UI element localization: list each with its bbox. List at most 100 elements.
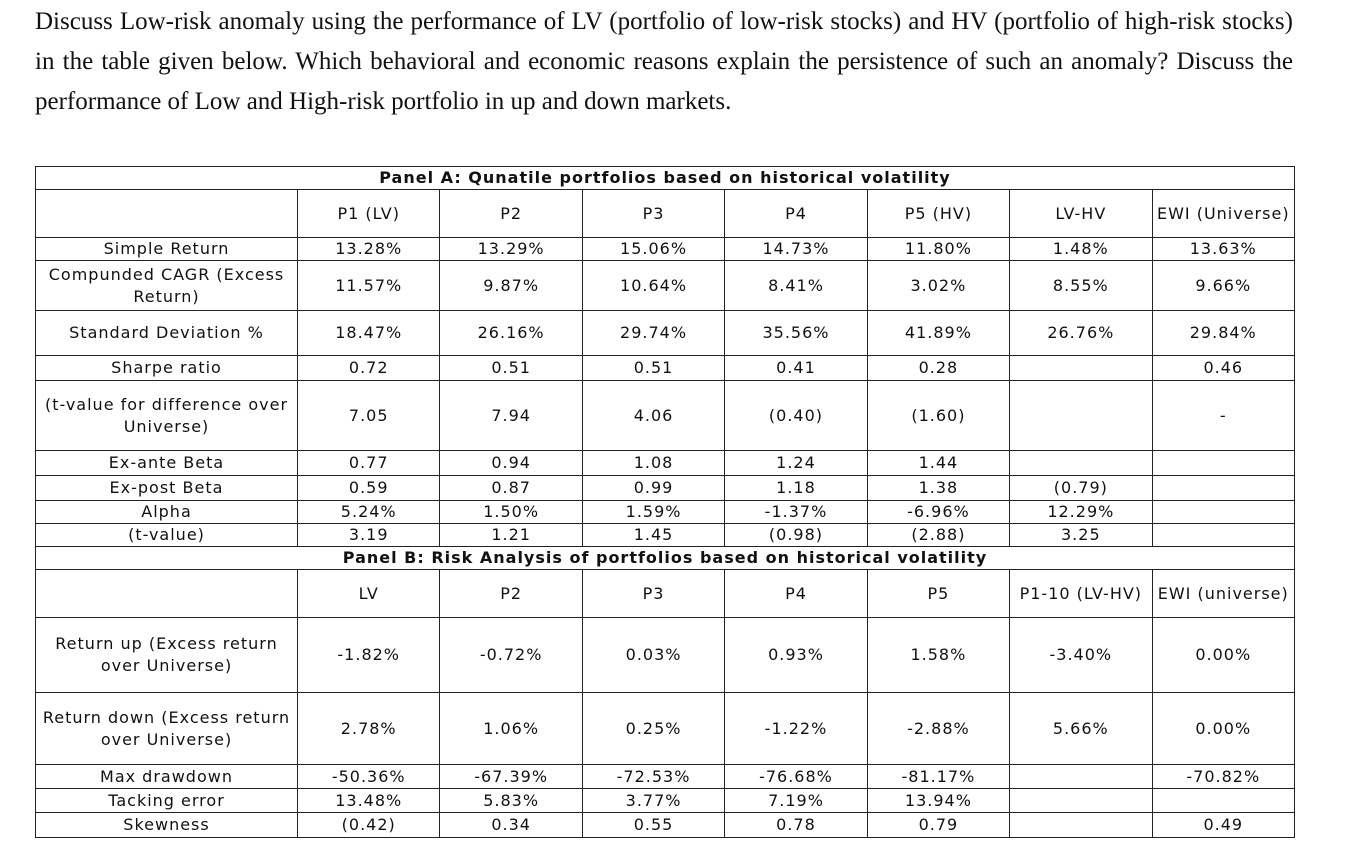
cell: 8.55% <box>1009 260 1153 311</box>
column-header: P1 (LV) <box>296 189 441 238</box>
cell: 0.59 <box>296 475 441 501</box>
data-row: (t-value for difference over Universe) 7.… <box>35 380 1296 451</box>
cell: -1.37% <box>724 500 868 524</box>
column-header: P5 (HV) <box>866 189 1011 238</box>
header-row: LV P2 P3 P4 P5 P1-10 (LV-HV) EWI (universe) <box>35 569 1296 618</box>
row-label: Tacking error <box>35 788 298 813</box>
cell: -1.82% <box>296 617 441 693</box>
cell: 1.06% <box>439 692 583 765</box>
cell: 35.56% <box>724 310 868 356</box>
cell: 7.19% <box>724 788 868 813</box>
empty-cell <box>1009 355 1153 381</box>
cell: 1.58% <box>866 617 1011 693</box>
cell: (0.40) <box>724 380 868 451</box>
corner-cell <box>35 569 298 618</box>
column-header: P5 <box>866 569 1011 618</box>
cell: 0.77 <box>296 450 441 476</box>
cell: 26.16% <box>439 310 583 356</box>
cell: 1.24 <box>724 450 868 476</box>
panel-title: Panel A: Qunatile portfolios based on hi… <box>35 166 1295 190</box>
cell: (2.88) <box>866 523 1011 547</box>
cell: 3.25 <box>1009 523 1153 547</box>
cell: -6.96% <box>866 500 1011 524</box>
cell: 13.28% <box>296 237 441 261</box>
empty-cell <box>1009 788 1153 813</box>
question: Discuss Low-risk anomaly using the perfo… <box>35 8 1293 115</box>
empty-cell <box>1009 380 1153 451</box>
cell: 0.34 <box>439 812 583 838</box>
row-label: Max drawdown <box>35 764 298 789</box>
row-label: Return up (Excess return over Universe) <box>35 617 298 693</box>
cell: 13.63% <box>1151 237 1296 261</box>
cell: -72.53% <box>581 764 726 789</box>
column-header: LV <box>296 569 441 618</box>
row-label: Standard Deviation % <box>35 310 298 356</box>
data-row: Standard Deviation % 18.47% 26.16% 29.74% 35… <box>35 310 1296 356</box>
cell: 0.25% <box>581 692 726 765</box>
cell: 11.80% <box>866 237 1011 261</box>
row-label: Simple Return <box>35 237 298 261</box>
cell: 1.59% <box>581 500 726 524</box>
cell: 10.64% <box>581 260 726 311</box>
cell: -67.39% <box>439 764 583 789</box>
cell: (0.79) <box>1009 475 1153 501</box>
empty-cell <box>1151 450 1296 476</box>
column-header: P2 <box>439 189 583 238</box>
data-row: Ex-ante Beta 0.77 0.94 1.08 1.24 1.44 <box>35 450 1296 476</box>
cell: (1.60) <box>866 380 1011 451</box>
cell: 0.93% <box>724 617 868 693</box>
cell: 29.84% <box>1151 310 1296 356</box>
corner-cell <box>35 189 298 238</box>
column-header: EWI (universe) <box>1151 569 1296 618</box>
cell: 18.47% <box>296 310 441 356</box>
cell: 13.29% <box>439 237 583 261</box>
results-table: Panel A: Qunatile portfolios based on hi… <box>35 166 1296 838</box>
empty-cell <box>1151 523 1296 547</box>
empty-cell <box>1009 764 1153 789</box>
cell: - <box>1151 380 1296 451</box>
cell: 0.51 <box>439 355 583 381</box>
row-label: Alpha <box>35 500 298 524</box>
cell: -1.22% <box>724 692 868 765</box>
cell: 0.78 <box>724 812 868 838</box>
data-row: Skewness (0.42) 0.34 0.55 0.78 0.79 0.49 <box>35 812 1296 838</box>
data-row: (t-value) 3.19 1.21 1.45 (0.98) (2.88) 3.25 <box>35 523 1296 547</box>
column-header: P4 <box>724 189 868 238</box>
cell: 1.38 <box>866 475 1011 501</box>
cell: 9.66% <box>1151 260 1296 311</box>
column-header: P1-10 (LV-HV) <box>1009 569 1153 618</box>
row-label: (t-value for difference over Universe) <box>35 380 298 451</box>
cell: 0.72 <box>296 355 441 381</box>
cell: -70.82% <box>1151 764 1296 789</box>
empty-cell <box>1151 475 1296 501</box>
cell: 0.55 <box>581 812 726 838</box>
data-row: Alpha 5.24% 1.50% 1.59% -1.37% -6.96% 12.29% <box>35 500 1296 524</box>
cell: 1.18 <box>724 475 868 501</box>
empty-cell <box>1151 788 1296 813</box>
cell: -0.72% <box>439 617 583 693</box>
cell: -76.68% <box>724 764 868 789</box>
panel-title: Panel B: Risk Analysis of portfolios bas… <box>35 546 1295 570</box>
data-row: Return down (Excess return over Universe… <box>35 692 1296 765</box>
cell: 2.78% <box>296 692 441 765</box>
cell: 1.44 <box>866 450 1011 476</box>
empty-cell <box>1009 812 1153 838</box>
cell: 1.50% <box>439 500 583 524</box>
cell: 15.06% <box>581 237 726 261</box>
cell: 3.19 <box>296 523 441 547</box>
data-row: Simple Return 13.28% 13.29% 15.06% 14.73% 11.… <box>35 237 1296 261</box>
row-label: Ex-ante Beta <box>35 450 298 476</box>
row-label: (t-value) <box>35 523 298 547</box>
cell: 5.66% <box>1009 692 1153 765</box>
cell: -2.88% <box>866 692 1011 765</box>
cell: 7.94 <box>439 380 583 451</box>
cell: 3.77% <box>581 788 726 813</box>
cell: -81.17% <box>866 764 1011 789</box>
cell: 0.28 <box>866 355 1011 381</box>
cell: 0.79 <box>866 812 1011 838</box>
row-label: Return down (Excess return over Universe… <box>35 692 298 765</box>
cell: 14.73% <box>724 237 868 261</box>
cell: 12.29% <box>1009 500 1153 524</box>
cell: 13.48% <box>296 788 441 813</box>
